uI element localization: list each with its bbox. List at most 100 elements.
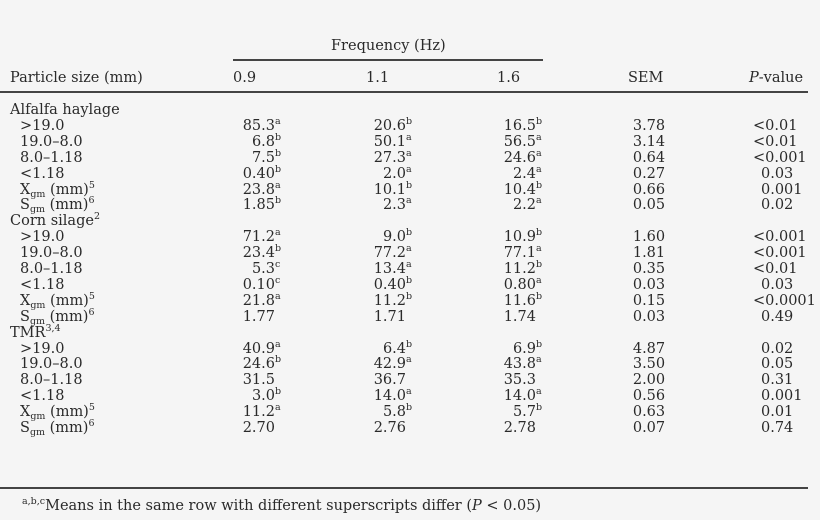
cell-value: 11.2 bbox=[242, 404, 275, 421]
row-label-subscript: gm bbox=[29, 315, 46, 327]
value-cell-freq-09: 23.4b bbox=[242, 243, 282, 262]
cell-value: 10.1 bbox=[373, 181, 406, 198]
column-header-particle-size: Particle size (mm) bbox=[10, 70, 143, 86]
value-cell-freq-09: 31.5 bbox=[243, 372, 283, 388]
value-cell-freq-16: 2.4a bbox=[512, 163, 542, 182]
value-cell-freq-11: 2.76 bbox=[374, 420, 414, 436]
sem-cell: 1.60 bbox=[632, 229, 666, 246]
value-cell-freq-11: 11.2b bbox=[373, 290, 413, 309]
value-cell-freq-11: 27.3a bbox=[373, 147, 412, 166]
sem-cell: 0.15 bbox=[632, 292, 666, 309]
cell-value: 13.4 bbox=[373, 261, 406, 277]
cell-value: 9.0 bbox=[382, 229, 406, 246]
value-cell-freq-16: 11.6b bbox=[503, 290, 543, 309]
footnote: a,b,cMeans in the same row with differen… bbox=[22, 497, 541, 514]
row-label-text: 19.0–8.0 bbox=[20, 356, 83, 373]
cell-value: 6.8 bbox=[251, 133, 275, 150]
row-label-subscript: gm bbox=[29, 427, 46, 438]
row-label-text: >19.0 bbox=[20, 340, 65, 357]
row-label-text: <1.18 bbox=[20, 388, 65, 405]
row-label-text: >19.0 bbox=[20, 229, 65, 246]
sem-cell: 3.78 bbox=[632, 117, 666, 134]
value-cell-freq-11: 42.9a bbox=[373, 354, 412, 373]
value-cell-freq-11: 9.0b bbox=[382, 227, 413, 246]
value-cell-freq-16: 5.7b bbox=[512, 402, 543, 421]
value-cell-freq-16: 10.9b bbox=[503, 227, 543, 246]
sem-cell: 3.50 bbox=[632, 356, 666, 373]
cell-value: 2.76 bbox=[373, 420, 406, 436]
value-cell-freq-09: 85.3a bbox=[242, 115, 281, 134]
value-cell-freq-11: 14.0a bbox=[373, 386, 412, 405]
sem-cell: 0.05 bbox=[632, 197, 666, 214]
group-name: Alfalfa haylage bbox=[10, 102, 120, 118]
p-value-cell: 0.74 bbox=[761, 420, 794, 436]
column-header-freq-1-1: 1.1 bbox=[366, 70, 390, 86]
row-label-subscript: gm bbox=[30, 411, 46, 423]
footnote-p-italic: P bbox=[472, 498, 482, 514]
row-label-footnote: 5 bbox=[88, 290, 95, 302]
cell-value: 5.7 bbox=[512, 404, 536, 421]
row-label-text: S bbox=[20, 197, 30, 214]
value-cell-freq-16: 14.0a bbox=[503, 386, 542, 405]
row-label: <1.18 bbox=[20, 388, 64, 404]
row-label-subscript: gm bbox=[29, 204, 46, 216]
header-rule bbox=[0, 91, 808, 93]
column-header-freq-0-9: 0.9 bbox=[233, 70, 257, 86]
value-cell-freq-16: 43.8a bbox=[503, 354, 542, 373]
cell-value: 0.40 bbox=[242, 165, 275, 182]
cell-value: 7.5 bbox=[251, 149, 275, 166]
cell-value: 23.8 bbox=[242, 181, 275, 198]
cell-value: 1.74 bbox=[503, 308, 536, 325]
value-cell-freq-16: 35.3 bbox=[504, 372, 544, 388]
row-label-text: <1.18 bbox=[20, 276, 65, 293]
cell-value: 21.8 bbox=[242, 292, 275, 309]
value-cell-freq-11: 6.4b bbox=[382, 338, 413, 357]
value-cell-freq-09: 0.10c bbox=[242, 274, 281, 293]
sem-cell: 2.00 bbox=[632, 372, 666, 389]
row-label-text: S bbox=[20, 420, 30, 436]
p-value-cell: <0.001 bbox=[753, 245, 807, 262]
cell-value: 14.0 bbox=[503, 388, 536, 405]
cell-value: 16.5 bbox=[503, 117, 536, 134]
group-name-superscript: 2 bbox=[93, 211, 100, 223]
cell-value: 14.0 bbox=[373, 388, 406, 405]
row-label-footnote: 5 bbox=[88, 402, 95, 414]
value-cell-freq-11: 36.7 bbox=[374, 372, 414, 388]
footnote-text: Means in the same row with different sup… bbox=[45, 498, 472, 514]
cell-value: 0.40 bbox=[373, 276, 406, 293]
cell-value: 10.4 bbox=[503, 181, 536, 198]
p-value-cell: 0.03 bbox=[761, 276, 794, 293]
sem-cell: 3.14 bbox=[632, 133, 666, 150]
p-value-cell: 0.03 bbox=[761, 165, 794, 182]
value-cell-freq-11: 10.1b bbox=[373, 179, 413, 198]
cell-value: 24.6 bbox=[242, 356, 275, 373]
sem-cell: 0.03 bbox=[632, 276, 666, 293]
value-cell-freq-09: 11.2a bbox=[242, 402, 281, 421]
row-label: Sgm (mm)6 bbox=[20, 307, 95, 327]
p-value-cell: <0.001 bbox=[753, 149, 807, 166]
column-header-p-value: P-value bbox=[749, 70, 803, 86]
cell-value: 31.5 bbox=[242, 372, 275, 389]
cell-value: 5.3 bbox=[251, 261, 275, 277]
group-label: Corn silage2 bbox=[10, 211, 100, 229]
value-cell-freq-11: 50.1a bbox=[373, 131, 412, 150]
value-cell-freq-16: 2.2a bbox=[512, 195, 542, 214]
p-value-cell: 0.02 bbox=[761, 340, 794, 357]
cell-value: 0.10 bbox=[242, 276, 275, 293]
sem-cell: 1.81 bbox=[632, 245, 666, 262]
row-label-unit: (mm) bbox=[45, 420, 89, 436]
cell-value: 71.2 bbox=[242, 229, 275, 246]
value-cell-freq-16: 16.5b bbox=[503, 115, 543, 134]
row-label: Sgm (mm)6 bbox=[20, 419, 95, 438]
cell-value: 10.9 bbox=[503, 229, 536, 246]
cell-value: 2.3 bbox=[382, 197, 406, 214]
row-label: 19.0–8.0 bbox=[20, 356, 83, 372]
row-label-footnote: 6 bbox=[88, 195, 95, 207]
cell-value: 23.4 bbox=[242, 245, 275, 262]
cell-value: 40.9 bbox=[242, 340, 275, 357]
group-name-superscript: 3,4 bbox=[45, 322, 61, 334]
row-label: 8.0–1.18 bbox=[20, 372, 83, 388]
sem-cell: 4.87 bbox=[632, 340, 666, 357]
row-label: Xgm (mm)5 bbox=[20, 290, 95, 311]
row-label-unit: (mm) bbox=[45, 292, 89, 309]
